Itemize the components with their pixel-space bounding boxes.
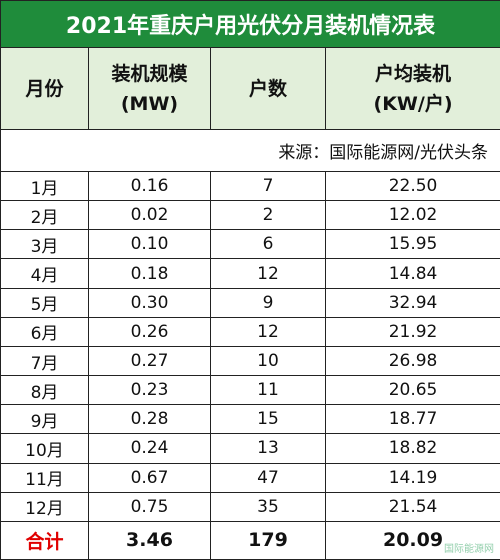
- header-cell: 月份: [1, 48, 89, 130]
- cell: 14.84: [326, 259, 500, 288]
- cell: 0.27: [89, 346, 211, 375]
- cell: 1月: [1, 172, 89, 201]
- cell: 12: [211, 259, 326, 288]
- cell: 3月: [1, 230, 89, 259]
- cell: 21.54: [326, 492, 500, 521]
- cell: 10月: [1, 434, 89, 463]
- header-row: 月份装机规模(MW)户数户均装机(KW/户): [1, 48, 500, 130]
- cell: 11月: [1, 463, 89, 492]
- cell: 15: [211, 405, 326, 434]
- total-cell: 3.46: [89, 521, 211, 559]
- cell: 14.19: [326, 463, 500, 492]
- total-cell: 合计: [1, 521, 89, 559]
- cell: 13: [211, 434, 326, 463]
- header-cell: 户均装机(KW/户): [326, 48, 500, 130]
- cell: 9月: [1, 405, 89, 434]
- cell: 0.23: [89, 376, 211, 405]
- source-row: 来源：国际能源网/光伏头条: [1, 130, 500, 172]
- cell: 0.10: [89, 230, 211, 259]
- cell: 0.67: [89, 463, 211, 492]
- cell: 5月: [1, 288, 89, 317]
- header-cell: 装机规模(MW): [89, 48, 211, 130]
- cell: 6月: [1, 317, 89, 346]
- cell: 26.98: [326, 346, 500, 375]
- cell: 7月: [1, 346, 89, 375]
- cell: 18.77: [326, 405, 500, 434]
- cell: 12.02: [326, 201, 500, 230]
- cell: 0.26: [89, 317, 211, 346]
- cell: 0.24: [89, 434, 211, 463]
- cell: 8月: [1, 376, 89, 405]
- cell: 0.28: [89, 405, 211, 434]
- cell: 35: [211, 492, 326, 521]
- cell: 0.75: [89, 492, 211, 521]
- cell: 18.82: [326, 434, 500, 463]
- cell: 21.92: [326, 317, 500, 346]
- cell: 0.16: [89, 172, 211, 201]
- header-text: 月份: [1, 74, 88, 104]
- cell: 10: [211, 346, 326, 375]
- cell: 4月: [1, 259, 89, 288]
- cell: 0.02: [89, 201, 211, 230]
- header-text: 户均装机: [326, 59, 500, 89]
- header-cell: 户数: [211, 48, 326, 130]
- cell: 0.18: [89, 259, 211, 288]
- cell: 32.94: [326, 288, 500, 317]
- cell: 20.65: [326, 376, 500, 405]
- cell: 12月: [1, 492, 89, 521]
- cell: 2月: [1, 201, 89, 230]
- cell: 12: [211, 317, 326, 346]
- cell: 11: [211, 376, 326, 405]
- source: 来源：国际能源网/光伏头条: [1, 130, 500, 172]
- title: 2021年重庆户用光伏分月装机情况表: [1, 1, 500, 48]
- cell: 7: [211, 172, 326, 201]
- cell: 0.30: [89, 288, 211, 317]
- cell: 22.50: [326, 172, 500, 201]
- total-cell: 179: [211, 521, 326, 559]
- header-text: 户数: [211, 74, 325, 104]
- header-text: 装机规模: [89, 59, 210, 89]
- cell: 2: [211, 201, 326, 230]
- cell: 9: [211, 288, 326, 317]
- watermark: 国际能源网: [444, 540, 494, 555]
- header-text: (KW/户): [326, 89, 500, 119]
- cell: 15.95: [326, 230, 500, 259]
- header-text: (MW): [89, 89, 210, 119]
- cell: 6: [211, 230, 326, 259]
- cell: 47: [211, 463, 326, 492]
